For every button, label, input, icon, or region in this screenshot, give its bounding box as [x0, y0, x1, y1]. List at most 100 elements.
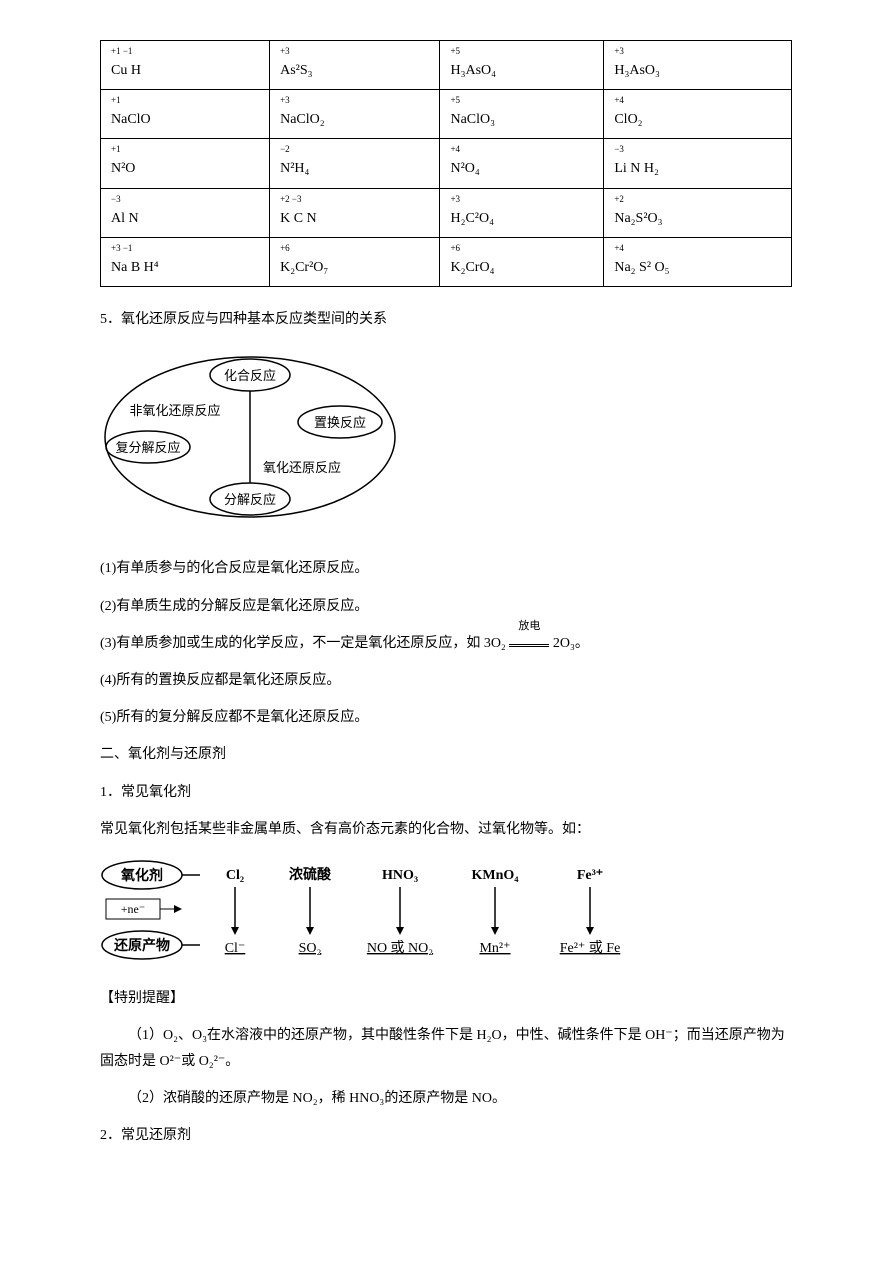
oxidizer-item-bottom: Mn²⁺ [479, 941, 510, 956]
table-cell: +3 NaClO₂ [270, 90, 440, 139]
special-1: （1）O₂、O₃在水溶液中的还原产物，其中酸性条件下是 H₂O，中性、碱性条件下… [100, 1023, 792, 1073]
section5-heading: 5．氧化还原反应与四种基本反应类型间的关系 [100, 307, 792, 332]
table-cell: +2 −3 K C N [270, 188, 440, 237]
chemical-formula: NaClO₂ [280, 112, 325, 127]
oxidation-state: +4 [614, 96, 781, 105]
sub2-heading: 2．常见还原剂 [100, 1123, 792, 1148]
oxidation-state: +5 [450, 96, 593, 105]
oxidizer-item-top: HNO₃ [382, 868, 418, 883]
chemical-formula: H₂C²O₄ [450, 211, 494, 226]
sub1-heading: 1．常见氧化剂 [100, 780, 792, 805]
reduction-product-label: 还原产物 [113, 937, 170, 954]
chemical-formula: H₃AsO₄ [450, 63, 496, 78]
chemical-formula: K₂CrO₄ [450, 260, 494, 275]
oxidation-state: +1 [111, 145, 259, 154]
section2-heading: 二、氧化剂与还原剂 [100, 742, 792, 767]
oxidation-state-table: +1 −1Cu H+3As²S₃+5H₃AsO₄+3H₃AsO₃+1NaClO+… [100, 40, 792, 287]
electron-arrow-label: +ne⁻ [121, 902, 145, 916]
oxidation-state: +1 −1 [111, 47, 259, 56]
venn-combination: 化合反应 [224, 368, 276, 383]
point-1: (1)有单质参与的化合反应是氧化还原反应。 [100, 556, 792, 581]
table-cell: +4 Na₂ S² O₅ [604, 237, 792, 286]
table-cell: +6 K₂CrO₄ [440, 237, 604, 286]
venn-displacement: 置换反应 [314, 415, 366, 430]
point-3-prefix: (3)有单质参加或生成的化学反应，不一定是氧化还原反应，如 3O₂ [100, 636, 509, 651]
oxidizer-item-bottom: Fe²⁺ 或 Fe [560, 940, 621, 956]
table-cell: −2 N²H₄ [270, 139, 440, 188]
oxidizer-item-top: Cl₂ [226, 868, 244, 883]
oxidizer-label: 氧化剂 [120, 867, 163, 884]
chemical-formula: Li N H₂ [614, 161, 659, 176]
oxidation-state: +1 [111, 96, 259, 105]
oxidation-state: −3 [614, 145, 781, 154]
oxidizer-item-top: Fe³⁺ [577, 868, 603, 883]
oxidation-state: +3 [280, 47, 429, 56]
chemical-formula: As²S₃ [280, 63, 312, 78]
table-cell: −3 Al N [101, 188, 270, 237]
oxidation-state: −3 [111, 195, 259, 204]
chemical-formula: Na₂S²O₃ [614, 211, 662, 226]
oxidizer-item-bottom: SO₂ [299, 941, 322, 956]
oxidation-state: +6 [280, 244, 429, 253]
table-cell: +5 NaClO₃ [440, 90, 604, 139]
point-2: (2)有单质生成的分解反应是氧化还原反应。 [100, 594, 792, 619]
oxidation-state: −2 [280, 145, 429, 154]
table-cell: −3 Li N H₂ [604, 139, 792, 188]
reaction-types-venn: 化合反应 非氧化还原反应 置换反应 复分解反应 氧化还原反应 分解反应 [100, 347, 792, 536]
special-heading: 【特别提醒】 [100, 986, 792, 1011]
oxidizer-item-bottom: Cl⁻ [225, 941, 246, 956]
table-row: +3 −1 Na B H⁴ +6 K₂Cr²O₇ +6 K₂CrO₄ +4 Na₂ S² O₅ [101, 237, 792, 286]
chemical-formula: N²O [111, 161, 135, 176]
oxidation-state: +3 [280, 96, 429, 105]
chemical-formula: NaClO₃ [450, 112, 495, 127]
chemical-formula: Cu H [111, 63, 141, 78]
oxidation-state: +6 [450, 244, 593, 253]
table-cell: +1 NaClO [101, 90, 270, 139]
special-2: （2）浓硝酸的还原产物是 NO₂，稀 HNO₃的还原产物是 NO。 [100, 1086, 792, 1111]
venn-decomposition: 分解反应 [224, 492, 276, 507]
chemical-formula: ClO₂ [614, 112, 642, 127]
chemical-formula: K₂Cr²O₇ [280, 260, 328, 275]
point-5: (5)所有的复分解反应都不是氧化还原反应。 [100, 705, 792, 730]
chemical-formula: K C N [280, 211, 317, 226]
table-cell: +3H₂C²O₄ [440, 188, 604, 237]
chemical-formula: Na B H⁴ [111, 260, 159, 275]
table-cell: +1 −1 Cu H [101, 41, 270, 90]
table-cell: +2 Na₂S²O₃ [604, 188, 792, 237]
sub1-description: 常见氧化剂包括某些非金属单质、含有高价态元素的化合物、过氧化物等。如： [100, 817, 792, 842]
oxidizer-item-bottom: NO 或 NO₂ [367, 940, 433, 956]
point-4: (4)所有的置换反应都是氧化还原反应。 [100, 668, 792, 693]
table-cell: +3H₃AsO₃ [604, 41, 792, 90]
chemical-formula: Al N [111, 211, 139, 226]
table-row: −3 Al N +2 −3 K C N +3H₂C²O₄ +2 Na₂S²O₃ [101, 188, 792, 237]
oxidation-state: +3 −1 [111, 244, 259, 253]
chemical-formula: NaClO [111, 112, 151, 127]
oxidation-state: +4 [614, 244, 781, 253]
chemical-formula: Na₂ S² O₅ [614, 260, 669, 275]
oxidizer-item-top: KMnO₄ [472, 868, 520, 883]
table-cell: +6 K₂Cr²O₇ [270, 237, 440, 286]
reaction-condition: 放电 [509, 617, 549, 637]
oxidizer-reduction-diagram: 氧化剂 还原产物 +ne⁻ Cl₂ Cl⁻ 浓硫酸 SO₂ HNO₃ NO 或 NO₂ KM… [100, 857, 792, 971]
table-cell: +4 N²O₄ [440, 139, 604, 188]
point-3-suffix: 2O₃。 [549, 636, 589, 651]
table-cell: +4 ClO₂ [604, 90, 792, 139]
point-3: (3)有单质参加或生成的化学反应，不一定是氧化还原反应，如 3O₂ 放电 2O₃… [100, 631, 792, 656]
table-cell: +1 N²O [101, 139, 270, 188]
venn-redox: 氧化还原反应 [263, 460, 341, 475]
table-row: +1 NaClO +3 NaClO₂ +5 NaClO₃ +4 ClO₂ [101, 90, 792, 139]
table-cell: +3 As²S₃ [270, 41, 440, 90]
chemical-formula: N²O₄ [450, 161, 479, 176]
oxidation-state: +2 [614, 195, 781, 204]
oxidizer-item-top: 浓硫酸 [289, 866, 332, 883]
table-cell: +5 H₃AsO₄ [440, 41, 604, 90]
oxidation-state: +2 −3 [280, 195, 429, 204]
venn-metathesis: 复分解反应 [115, 440, 180, 455]
table-cell: +3 −1 Na B H⁴ [101, 237, 270, 286]
oxidation-state: +4 [450, 145, 593, 154]
table-row: +1 −1 Cu H +3 As²S₃ +5 H₃AsO₄ +3H₃AsO₃ [101, 41, 792, 90]
chemical-formula: H₃AsO₃ [614, 63, 660, 78]
table-row: +1 N²O −2 N²H₄ +4 N²O₄ −3 Li N H₂ [101, 139, 792, 188]
chemical-formula: N²H₄ [280, 161, 309, 176]
oxidation-state: +5 [450, 47, 593, 56]
